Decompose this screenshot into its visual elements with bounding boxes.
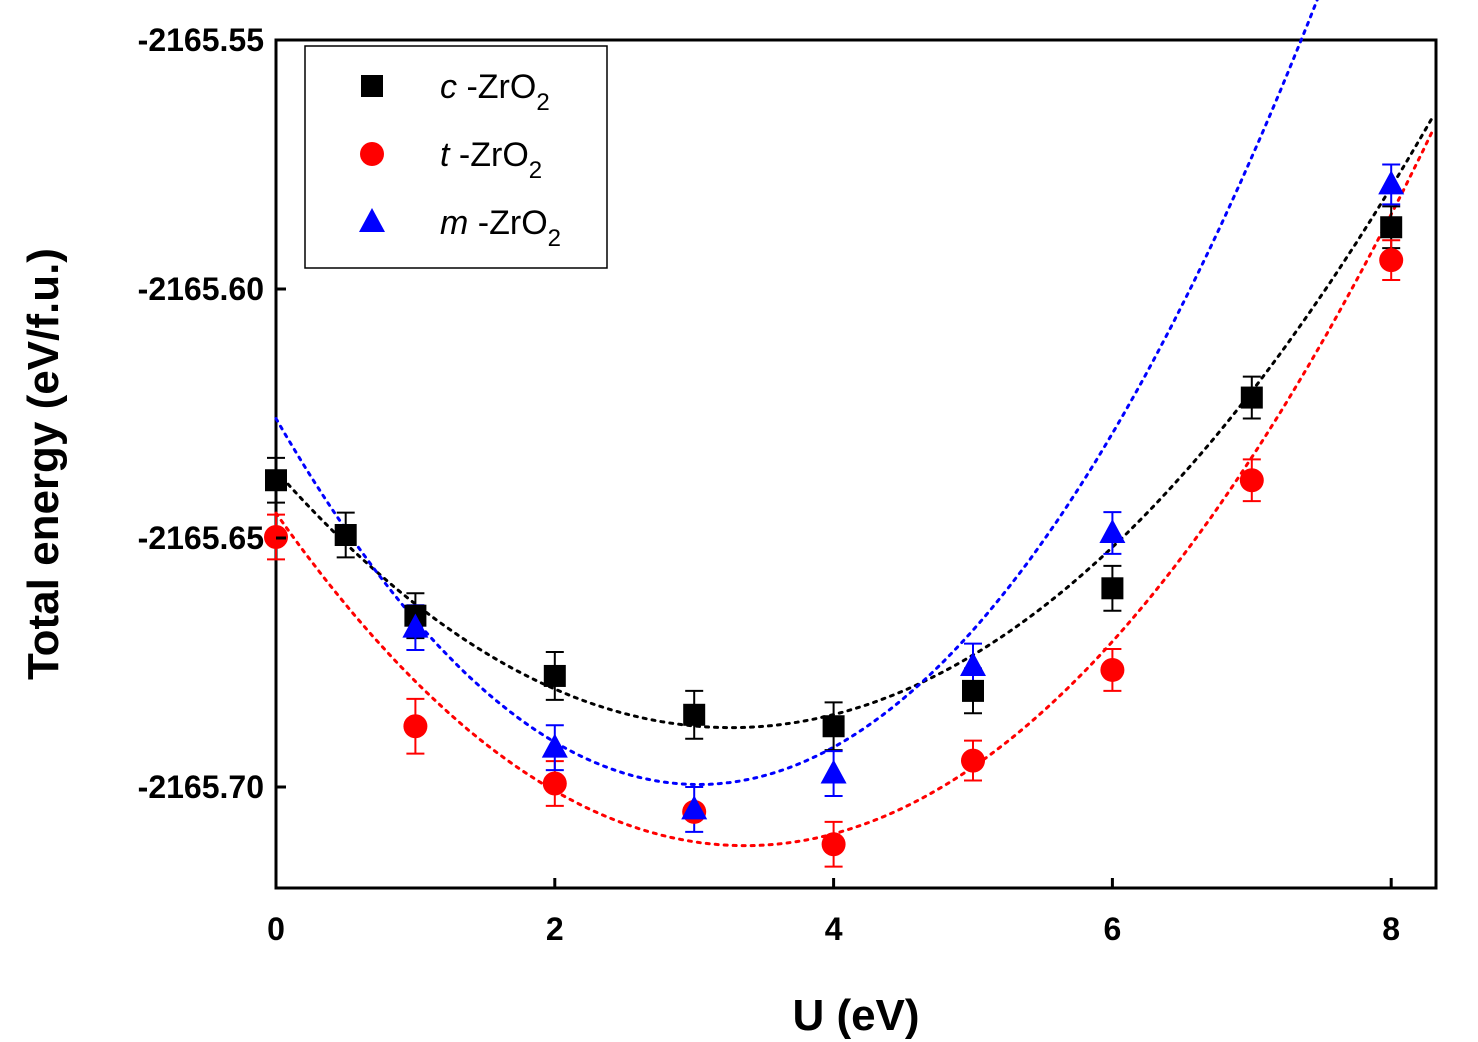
data-point-square	[822, 715, 845, 738]
legend-label: c -ZrO2	[440, 68, 550, 116]
fit-curve	[274, 128, 1435, 848]
data-point-triangle	[960, 651, 986, 676]
data-point-circle	[1379, 248, 1404, 273]
fit-curves	[274, 0, 1435, 848]
fit-curve	[274, 0, 1319, 787]
y-tick-label: -2165.65	[138, 520, 264, 556]
x-tick-label: 0	[267, 911, 285, 947]
data-point-circle	[961, 748, 985, 773]
legend-box	[304, 45, 608, 269]
data-point-square	[1240, 386, 1263, 409]
y-tick-label: -2165.55	[138, 22, 264, 58]
data-point-square	[265, 469, 287, 492]
data-point-square	[1101, 577, 1124, 600]
x-tick-label: 8	[1382, 911, 1400, 947]
data-point-square	[683, 703, 706, 726]
data-point-square	[543, 664, 566, 687]
legend-marker-triangle	[359, 208, 385, 232]
data-point-triangle	[681, 795, 708, 820]
data-point-square	[962, 679, 984, 702]
x-tick-label: 2	[546, 911, 564, 947]
legend: c -ZrO2 t -ZrO2 m -ZrO2	[304, 45, 608, 269]
legend-label: t -ZrO2	[440, 136, 542, 184]
data-point-circle	[821, 832, 846, 857]
legend-label: m -ZrO2	[440, 204, 561, 252]
fit-curve	[274, 115, 1435, 730]
legend-marker-square	[361, 75, 383, 97]
data-point-triangle	[1378, 170, 1405, 195]
y-tick-label: -2165.70	[138, 769, 264, 805]
data-point-circle	[1100, 657, 1125, 682]
data-point-square	[334, 524, 357, 547]
data-point-circle	[542, 771, 567, 796]
data-point-circle	[403, 714, 428, 739]
data-point-triangle	[402, 613, 429, 638]
data-point-circle	[1239, 468, 1264, 493]
data-point-triangle	[1099, 519, 1126, 544]
y-tick-label: -2165.60	[138, 271, 264, 307]
x-axis-ticks: 0 2 4 6 8	[267, 878, 1400, 947]
x-axis-title: U (eV)	[792, 991, 919, 1040]
x-tick-label: 4	[825, 911, 843, 947]
data-point-square	[1380, 216, 1403, 239]
x-tick-label: 6	[1104, 911, 1122, 947]
legend-marker-circle	[360, 142, 384, 166]
data-point-triangle	[541, 733, 568, 758]
data-point-triangle	[820, 759, 847, 784]
y-axis-ticks: -2165.55 -2165.60 -2165.65 -2165.70	[138, 22, 286, 805]
y-axis-title: Total energy (eV/f.u.)	[19, 248, 68, 680]
